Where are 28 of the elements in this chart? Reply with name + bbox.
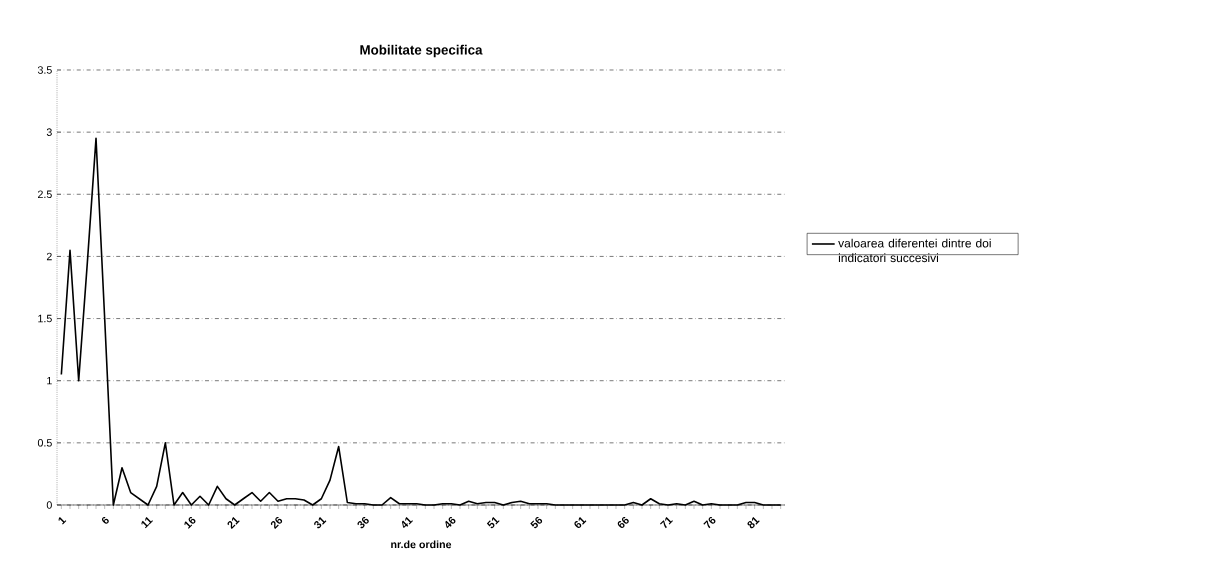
y-tick-label: 1: [47, 377, 52, 385]
y-tick-label: 2.5: [38, 190, 52, 199]
x-tick-label: 66: [617, 516, 629, 529]
chart-title: Mobilitate specifica: [360, 44, 483, 58]
x-tick-label: 26: [270, 516, 283, 530]
x-tick-label: 6: [101, 516, 109, 524]
x-tick-label: 81: [747, 517, 760, 529]
x-tick-label: 61: [574, 517, 587, 529]
x-tick-label: 11: [141, 517, 153, 529]
x-tick-label: 31: [314, 517, 327, 529]
legend-label: valoarea diferentei dintre doi indicatori succesivi: [838, 238, 991, 263]
y-tick-label: 2: [46, 252, 52, 261]
x-tick-label: 36: [357, 516, 369, 529]
x-tick-label: 46: [445, 516, 456, 529]
x-tick-label: 51: [486, 517, 500, 529]
y-tick-label: 0: [46, 501, 52, 509]
x-axis-title: nr.de ordine: [391, 540, 452, 549]
x-tick-label: 76: [703, 516, 716, 529]
y-tick-label: 3: [46, 128, 52, 136]
x-tick-label: 41: [401, 517, 413, 529]
x-tick-label: 16: [184, 516, 196, 529]
x-tick-label: 71: [659, 517, 673, 529]
y-tick-label: 1.5: [38, 314, 52, 323]
x-tick-label: 1: [58, 517, 67, 525]
y-tick-label: 0.5: [37, 439, 52, 447]
x-tick-label: 56: [530, 516, 543, 529]
y-tick-label: 3.5: [37, 66, 52, 74]
x-tick-label: 21: [227, 517, 240, 530]
